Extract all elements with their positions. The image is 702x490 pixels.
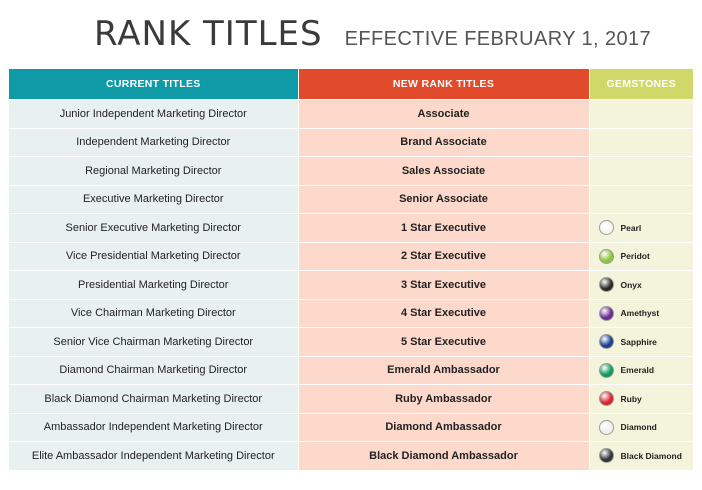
gemstone-cell: Diamond — [588, 413, 693, 442]
current-title-cell: Senior Executive Marketing Director — [9, 213, 298, 243]
table-row: Vice Chairman Marketing Director 4 Star E… — [9, 299, 693, 328]
gemstone-icon — [598, 277, 614, 293]
gemstone-label: Sapphire — [620, 336, 657, 347]
current-title-cell: Presidential Marketing Director — [9, 270, 298, 300]
table-row: Black Diamond Chairman Marketing Directo… — [9, 384, 693, 414]
new-rank-title-cell: Ruby Ambassador — [297, 384, 589, 414]
current-title-cell: Independent Marketing Director — [9, 128, 298, 157]
current-title-cell: Black Diamond Chairman Marketing Directo… — [9, 384, 298, 414]
gemstone-cell — [588, 128, 693, 157]
gemstone-cell: Onyx — [588, 270, 693, 300]
gemstone-cell — [588, 185, 693, 214]
new-rank-title-cell: Diamond Ambassador — [297, 413, 589, 442]
gemstone-icon — [598, 248, 614, 264]
new-rank-title-cell: Senior Associate — [297, 185, 589, 214]
gemstone-icon — [598, 391, 614, 407]
current-title-cell: Ambassador Independent Marketing Directo… — [9, 413, 298, 442]
gemstone-label: Peridot — [620, 251, 650, 262]
new-rank-title-cell: 2 Star Executive — [297, 242, 589, 271]
gemstone-icon — [598, 220, 614, 236]
current-title-cell: Senior Vice Chairman Marketing Director — [9, 327, 298, 357]
gemstone-cell: Sapphire — [588, 327, 693, 357]
gemstone-cell: Ruby — [588, 384, 693, 414]
page-heading: RANK TITLES EFFECTIVE FEBRUARY 1, 2017 — [94, 14, 651, 58]
new-rank-title-cell: Emerald Ambassador — [297, 356, 589, 385]
gemstone-cell: Emerald — [588, 356, 693, 385]
gemstone-icon — [598, 448, 614, 464]
new-rank-title-cell: Brand Associate — [297, 128, 589, 157]
new-rank-title-cell: Sales Associate — [297, 156, 589, 186]
gemstone-cell: Peridot — [588, 242, 693, 271]
table-header-row: CURRENT TITLES NEW RANK TITLES GEMSTONES — [9, 69, 693, 100]
gemstone-cell: Amethyst — [588, 299, 693, 328]
gemstones-header: GEMSTONES — [588, 69, 693, 100]
table-row: Independent Marketing Director Brand Asso… — [9, 128, 693, 157]
table-row: Senior Executive Marketing Director 1 Sta… — [9, 213, 693, 243]
gemstone-icon — [598, 334, 614, 350]
gemstone-icon — [598, 305, 614, 321]
new-rank-title-cell: 5 Star Executive — [297, 327, 589, 357]
current-titles-header: CURRENT TITLES — [9, 69, 298, 100]
current-title-cell: Diamond Chairman Marketing Director — [9, 356, 298, 385]
gemstone-label: Diamond — [620, 422, 657, 433]
gemstone-cell — [588, 156, 693, 186]
table-row: Presidential Marketing Director 3 Star Ex… — [9, 270, 693, 300]
table-body: Junior Independent Marketing Director Ass… — [9, 99, 693, 471]
new-rank-titles-header: NEW RANK TITLES — [297, 69, 589, 100]
table-row: Junior Independent Marketing Director Ass… — [9, 99, 693, 129]
gemstone-label: Amethyst — [620, 308, 660, 319]
gemstone-cell — [588, 99, 693, 129]
current-title-cell: Vice Presidential Marketing Director — [9, 242, 298, 271]
current-title-cell: Elite Ambassador Independent Marketing D… — [9, 441, 298, 471]
rank-titles-table: CURRENT TITLES NEW RANK TITLES GEMSTONES… — [9, 69, 693, 471]
new-rank-title-cell: 3 Star Executive — [297, 270, 589, 300]
table-row: Senior Vice Chairman Marketing Director 5… — [9, 327, 693, 357]
gemstone-label: Ruby — [620, 393, 642, 404]
effective-date-subtitle: EFFECTIVE FEBRUARY 1, 2017 — [344, 28, 652, 50]
page-title: RANK TITLES — [94, 14, 323, 54]
gemstone-label: Emerald — [620, 365, 655, 376]
gemstone-label: Black Diamond — [620, 450, 682, 461]
new-rank-title-cell: Associate — [297, 99, 589, 129]
current-title-cell: Executive Marketing Director — [9, 185, 298, 214]
gemstone-cell: Pearl — [588, 213, 693, 243]
gemstone-cell: Black Diamond — [588, 441, 693, 471]
new-rank-title-cell: 4 Star Executive — [297, 299, 589, 328]
current-title-cell: Vice Chairman Marketing Director — [9, 299, 298, 328]
gemstone-icon — [598, 419, 614, 435]
table-row: Diamond Chairman Marketing Director Emera… — [9, 356, 693, 385]
current-title-cell: Regional Marketing Director — [9, 156, 298, 186]
table-row: Vice Presidential Marketing Director 2 St… — [9, 242, 693, 271]
table-row: Executive Marketing Director Senior Assoc… — [9, 185, 693, 214]
gemstone-icon — [598, 362, 614, 378]
gemstone-label: Onyx — [620, 279, 642, 290]
table-row: Elite Ambassador Independent Marketing D… — [9, 441, 693, 471]
table-row: Ambassador Independent Marketing Directo… — [9, 413, 693, 442]
new-rank-title-cell: Black Diamond Ambassador — [297, 441, 589, 471]
current-title-cell: Junior Independent Marketing Director — [9, 99, 298, 129]
table-row: Regional Marketing Director Sales Associa… — [9, 156, 693, 186]
gemstone-label: Pearl — [620, 222, 642, 233]
new-rank-title-cell: 1 Star Executive — [297, 213, 589, 243]
